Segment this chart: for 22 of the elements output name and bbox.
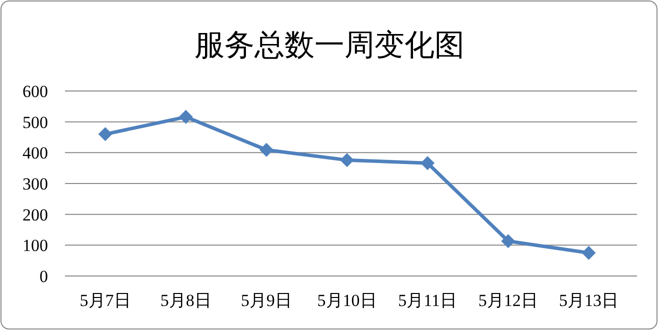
x-tick-label: 5月8日 xyxy=(160,291,212,310)
chart-title: 服务总数一周变化图 xyxy=(194,28,464,63)
x-tick-label: 5月7日 xyxy=(80,291,131,310)
y-tick-label: 500 xyxy=(22,112,48,132)
point xyxy=(259,142,274,157)
y-tick-label: 600 xyxy=(22,82,48,101)
x-tick-label: 5月12日 xyxy=(478,291,538,310)
y-tick-label: 200 xyxy=(22,205,48,224)
point xyxy=(420,156,435,170)
y-tick-label: 300 xyxy=(22,174,48,194)
point xyxy=(178,110,193,124)
y-tick-label: 400 xyxy=(22,144,48,163)
x-tick-label: 5月10日 xyxy=(317,291,377,310)
point xyxy=(98,127,112,142)
x-tick-label: 5月9日 xyxy=(240,291,292,310)
point xyxy=(501,234,516,248)
x-tick-label: 5月13日 xyxy=(558,291,618,310)
point xyxy=(582,246,596,260)
point xyxy=(340,153,354,168)
y-tick-label: 100 xyxy=(22,236,48,256)
y-tick-label: 0 xyxy=(40,267,48,286)
x-tick-label: 5月11日 xyxy=(398,291,458,310)
